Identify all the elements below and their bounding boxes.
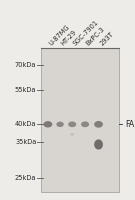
Ellipse shape [70, 133, 74, 136]
Text: 35kDa: 35kDa [15, 139, 36, 145]
Text: U-87MG: U-87MG [48, 24, 71, 47]
Ellipse shape [81, 121, 89, 127]
Ellipse shape [56, 122, 64, 127]
Text: SGC-7901: SGC-7901 [72, 19, 100, 47]
Text: BxPC-3: BxPC-3 [85, 26, 106, 47]
Text: 25kDa: 25kDa [15, 175, 36, 181]
Text: 70kDa: 70kDa [15, 62, 36, 68]
Text: FA2H: FA2H [126, 120, 135, 129]
Text: 40kDa: 40kDa [15, 121, 36, 127]
Text: 293T: 293T [99, 31, 115, 47]
Ellipse shape [94, 121, 103, 128]
Text: HT-29: HT-29 [60, 29, 78, 47]
Text: 55kDa: 55kDa [15, 87, 36, 93]
Ellipse shape [94, 139, 103, 150]
Ellipse shape [68, 121, 76, 127]
Bar [40, 48, 119, 192]
Ellipse shape [43, 121, 52, 128]
